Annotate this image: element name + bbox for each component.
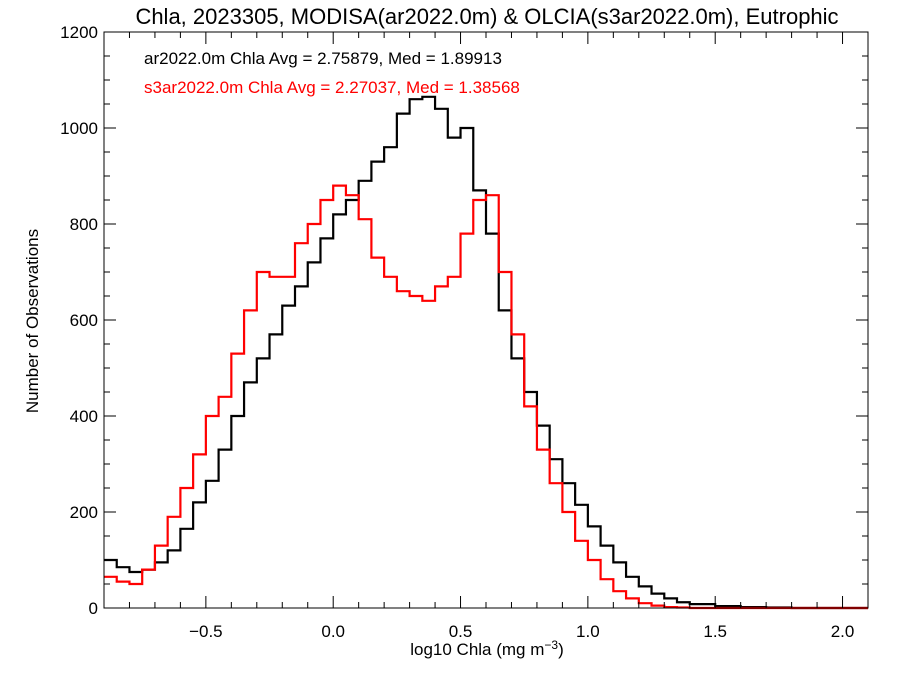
x-tick-label-4: 1.5 <box>703 622 727 641</box>
y-tick-label-5: 1000 <box>60 119 98 138</box>
y-tick-label-4: 800 <box>70 215 98 234</box>
y-tick-label-3: 600 <box>70 311 98 330</box>
y-tick-label-6: 1200 <box>60 23 98 42</box>
series-line-0 <box>104 95 868 610</box>
y-axis-label: Number of Observations <box>23 229 42 413</box>
chart-title: Chla, 2023305, MODISA(ar2022.0m) & OLCIA… <box>135 4 838 29</box>
x-axis-label-main: log10 Chla (mg m <box>410 640 544 659</box>
y-tick-label-1: 200 <box>70 503 98 522</box>
x-tick-label-1: 0.0 <box>321 622 345 641</box>
x-tick-label-0: −0.5 <box>189 622 223 641</box>
x-tick-label-2: 0.5 <box>449 622 473 641</box>
series-line-1 <box>104 184 868 610</box>
plot-frame <box>103 31 869 609</box>
annotation-black-stats: ar2022.0m Chla Avg = 2.75879, Med = 1.89… <box>144 49 502 68</box>
y-tick-label-0: 0 <box>89 599 98 618</box>
y-tick-label-2: 400 <box>70 407 98 426</box>
x-tick-label-3: 1.0 <box>576 622 600 641</box>
plot-layer: −0.5 0.0 0.5 1.0 1.5 2.0 0 200 400 600 800 1000 1200 <box>60 23 869 641</box>
x-axis-label-superscript: −3 <box>544 638 558 652</box>
x-tick-label-5: 2.0 <box>831 622 855 641</box>
annotation-red-stats: s3ar2022.0m Chla Avg = 2.27037, Med = 1.… <box>144 78 520 97</box>
x-axis-label: log10 Chla (mg m−3) <box>410 638 564 659</box>
x-axis-label-end: ) <box>558 640 564 659</box>
